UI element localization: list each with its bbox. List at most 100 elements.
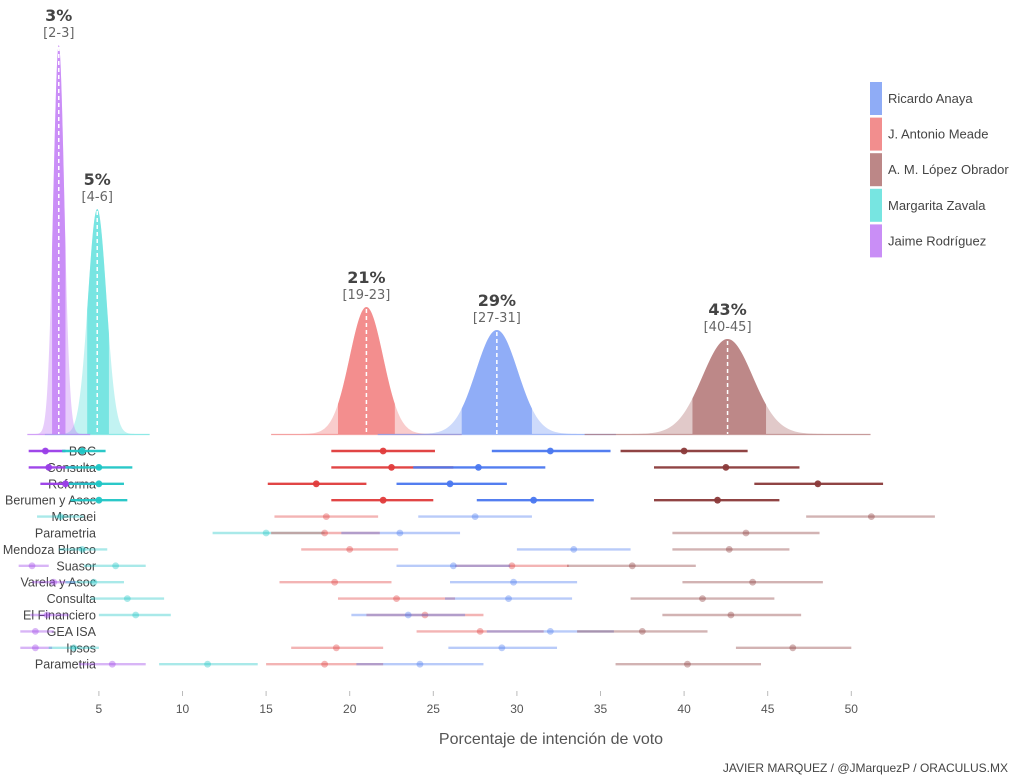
density-ci-band-amlo <box>692 339 767 434</box>
peak-interval-meade: [19-23] <box>342 288 390 303</box>
x-tick-label: 40 <box>677 702 691 716</box>
poll-point-amlo <box>714 496 721 504</box>
poll-point-anaya <box>475 464 482 471</box>
poll-row: Suasor <box>18 559 696 573</box>
poll-point-zavala <box>95 480 103 488</box>
poll-point-anaya <box>546 447 554 455</box>
poll-point-rodriguez <box>28 562 36 570</box>
pollster-label: Mendoza Blanco <box>3 543 96 557</box>
pollster-label: Ipsos <box>66 641 96 655</box>
x-tick-label: 10 <box>176 702 190 716</box>
x-tick-label: 5 <box>96 702 103 716</box>
pollster-label: Parametria <box>35 527 96 541</box>
poll-rows-layer: BGC Consulta Reforma Berumen y Asoc Mercaei P… <box>3 445 935 672</box>
poll-point-rodriguez <box>45 464 53 471</box>
poll-row: El Financiero <box>23 609 802 623</box>
pollster-label: Mercaei <box>52 510 96 524</box>
poll-point-amlo <box>742 529 750 537</box>
x-tick-label: 30 <box>510 702 524 716</box>
pollster-label: Consulta <box>47 592 96 606</box>
poll-point-anaya <box>510 578 517 586</box>
density-anaya <box>377 330 616 436</box>
poll-point-anaya <box>471 513 479 520</box>
legend-label-rodriguez: Jaime Rodríguez <box>888 233 986 248</box>
poll-point-zavala <box>112 562 120 570</box>
poll-point-rodriguez <box>41 447 49 455</box>
poll-row: Varela y Asoc <box>20 576 823 590</box>
poll-row: Parametria <box>35 527 820 541</box>
poll-row: Mendoza Blanco <box>3 543 790 557</box>
poll-row: Parametria <box>35 658 762 672</box>
poll-point-rodriguez <box>50 578 58 586</box>
poll-point-meade <box>476 628 484 635</box>
poll-point-meade <box>331 578 339 586</box>
poll-point-zavala <box>262 529 270 537</box>
poll-row: GEA ISA <box>20 625 708 639</box>
poll-point-rodriguez <box>31 644 39 652</box>
poll-point-amlo <box>628 562 636 570</box>
poll-point-amlo <box>684 660 691 668</box>
density-rodriguez <box>27 45 91 436</box>
poll-point-meade <box>321 660 329 668</box>
poll-point-amlo <box>727 611 735 619</box>
poll-point-rodriguez <box>108 660 116 668</box>
poll-point-anaya <box>498 644 506 652</box>
poll-point-meade <box>332 644 340 652</box>
poll-point-amlo <box>867 513 875 520</box>
x-tick-label: 45 <box>761 702 775 716</box>
peak-interval-zavala: [4-6] <box>82 190 113 205</box>
poll-point-anaya <box>449 562 457 570</box>
pollster-label: Berumen y Asoc <box>5 494 96 508</box>
poll-point-zavala <box>78 447 86 455</box>
peak-percent-rodriguez: 3% <box>45 6 72 25</box>
poll-point-anaya <box>416 660 424 668</box>
poll-point-amlo <box>814 480 822 488</box>
poll-point-zavala <box>90 578 98 586</box>
poll-point-amlo <box>638 628 646 635</box>
density-zavala <box>44 209 150 436</box>
poll-row: Consulta <box>47 592 775 606</box>
poll-point-anaya <box>546 628 554 635</box>
x-axis: 5 10 15 20 25 30 35 40 45 50 <box>96 691 858 716</box>
poll-point-amlo <box>680 447 688 455</box>
poll-point-amlo <box>789 644 797 652</box>
density-meade <box>271 307 462 436</box>
peak-percent-amlo: 43% <box>708 300 746 319</box>
poll-point-zavala <box>70 644 78 652</box>
poll-point-zavala <box>123 595 131 602</box>
poll-row: Ipsos <box>20 641 852 655</box>
poll-point-anaya <box>404 611 412 619</box>
pollster-label: GEA ISA <box>47 625 97 639</box>
poll-point-meade <box>508 562 516 570</box>
poll-point-meade <box>421 611 429 619</box>
credit-text: JAVIER MARQUEZ / @JMarquezP / ORACULUS.M… <box>723 761 1008 775</box>
density-ci-band-zavala <box>87 209 109 434</box>
legend: Ricardo Anaya J. Antonio Meade A. M. López… <box>870 82 1009 258</box>
poll-point-meade <box>346 546 354 553</box>
poll-point-meade <box>388 464 395 471</box>
poll-row: Consulta <box>28 461 800 475</box>
pollster-label: Parametria <box>35 658 96 672</box>
peak-percent-meade: 21% <box>347 268 385 287</box>
legend-label-anaya: Ricardo Anaya <box>888 91 973 106</box>
poll-point-amlo <box>699 595 706 602</box>
poll-row: Berumen y Asoc <box>5 494 780 508</box>
x-axis-title: Porcentaje de intención de voto <box>439 731 663 748</box>
poll-point-rodriguez <box>43 611 51 619</box>
poll-point-anaya <box>446 480 454 488</box>
x-tick-label: 20 <box>343 702 357 716</box>
pollster-label: El Financiero <box>23 609 96 623</box>
legend-label-zavala: Margarita Zavala <box>888 198 986 213</box>
poll-point-meade <box>379 496 387 504</box>
poll-point-rodriguez <box>62 480 69 488</box>
legend-swatch-zavala <box>870 188 882 222</box>
peak-percent-zavala: 5% <box>84 170 111 189</box>
x-tick-label: 35 <box>594 702 608 716</box>
poll-point-zavala <box>57 513 64 520</box>
pollster-label: Suasor <box>56 559 96 573</box>
poll-point-meade <box>393 595 400 602</box>
legend-swatch-amlo <box>870 153 882 187</box>
peak-interval-rodriguez: [2-3] <box>43 26 74 41</box>
legend-swatch-anaya <box>870 82 882 115</box>
